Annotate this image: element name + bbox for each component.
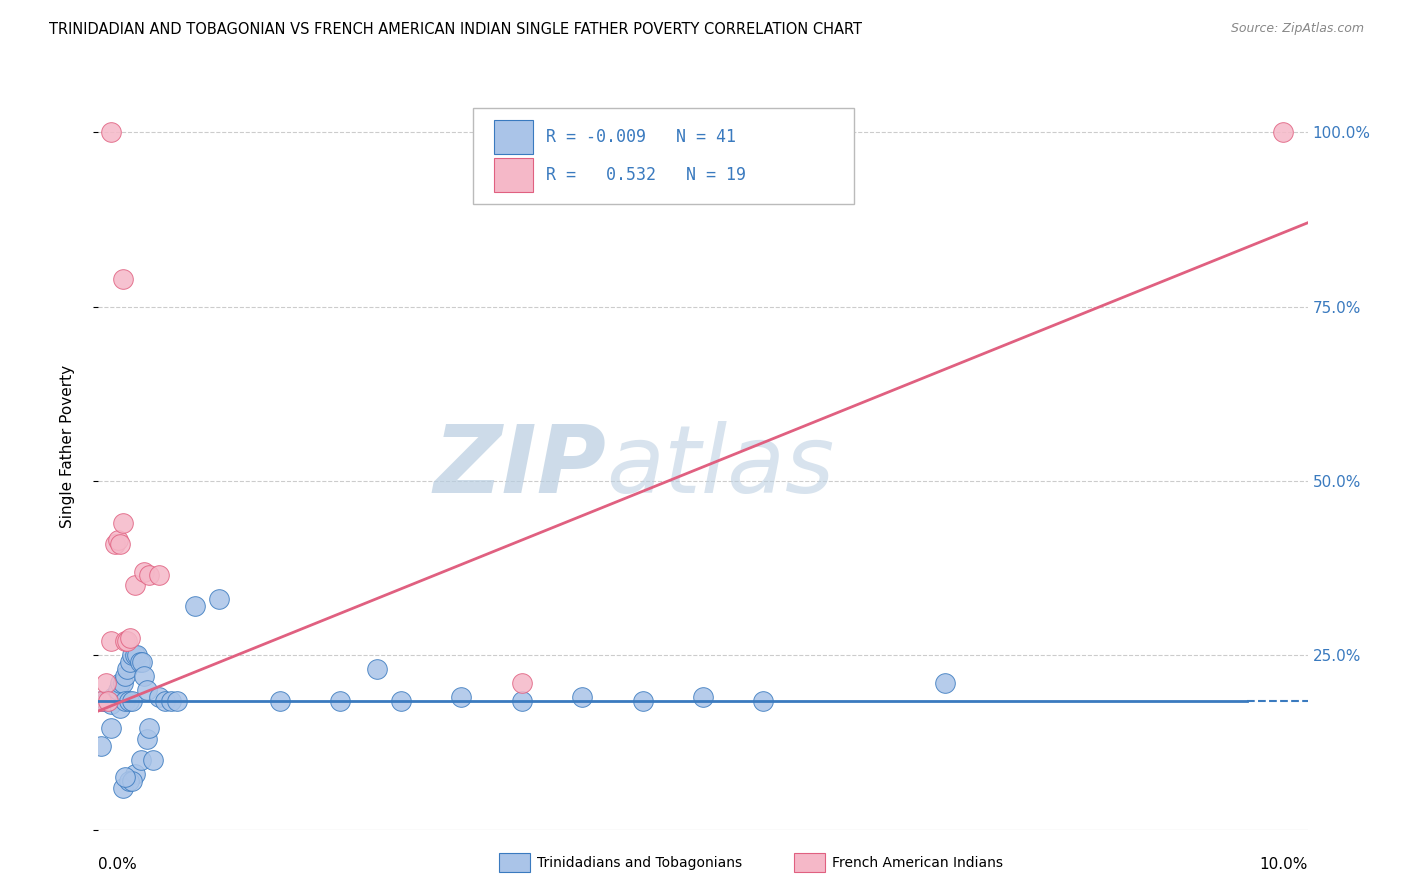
Point: [148, 690, 170, 704]
Bar: [494, 158, 533, 193]
Point: [142, 753, 165, 767]
Point: [135, 731, 157, 746]
Point: [329, 693, 352, 707]
Text: 10.0%: 10.0%: [1260, 857, 1308, 872]
Point: [124, 766, 146, 780]
Point: [111, 271, 134, 285]
Point: [692, 690, 714, 704]
Point: [90, 739, 112, 753]
Point: [90, 693, 112, 707]
Text: TRINIDADIAN AND TOBAGONIAN VS FRENCH AMERICAN INDIAN SINGLE FATHER POVERTY CORRE: TRINIDADIAN AND TOBAGONIAN VS FRENCH AME…: [49, 22, 862, 37]
Point: [97, 693, 120, 707]
Point: [131, 655, 153, 669]
Point: [208, 592, 231, 607]
Point: [269, 693, 291, 707]
Point: [934, 676, 956, 690]
Point: [100, 722, 122, 736]
Point: [148, 568, 170, 582]
Point: [134, 669, 156, 683]
Point: [124, 578, 146, 592]
Point: [121, 773, 143, 788]
Point: [184, 599, 207, 614]
Point: [114, 693, 136, 707]
Point: [124, 648, 146, 663]
Point: [138, 568, 160, 582]
Point: [571, 690, 593, 704]
Point: [128, 655, 150, 669]
Point: [111, 676, 134, 690]
Point: [138, 722, 160, 736]
Text: R =   0.532   N = 19: R = 0.532 N = 19: [546, 166, 745, 185]
Point: [91, 693, 114, 707]
Point: [97, 693, 120, 707]
Point: [117, 634, 139, 648]
Point: [107, 533, 129, 548]
Point: [752, 693, 775, 707]
Point: [166, 693, 188, 707]
Point: [121, 648, 143, 663]
Point: [108, 700, 131, 714]
Point: [107, 683, 129, 698]
Text: French American Indians: French American Indians: [832, 855, 1004, 870]
Text: Source: ZipAtlas.com: Source: ZipAtlas.com: [1230, 22, 1364, 36]
Point: [1272, 125, 1295, 139]
Bar: [494, 120, 533, 154]
Text: R = -0.009   N = 41: R = -0.009 N = 41: [546, 128, 735, 146]
Point: [118, 631, 141, 645]
Point: [90, 693, 112, 707]
Point: [108, 536, 131, 550]
Point: [94, 676, 117, 690]
Point: [389, 693, 412, 707]
Text: ZIP: ZIP: [433, 421, 606, 513]
Point: [100, 697, 122, 711]
Point: [134, 565, 156, 579]
Point: [100, 125, 122, 139]
Point: [127, 648, 149, 663]
Point: [104, 536, 127, 550]
Point: [450, 690, 472, 704]
Point: [104, 690, 127, 704]
Point: [114, 770, 136, 784]
Point: [160, 693, 183, 707]
Y-axis label: Single Father Poverty: Single Father Poverty: [60, 365, 75, 527]
Text: 0.0%: 0.0%: [98, 857, 138, 872]
Point: [631, 693, 654, 707]
Point: [108, 676, 131, 690]
FancyBboxPatch shape: [474, 109, 855, 204]
Point: [101, 690, 124, 704]
Point: [100, 634, 122, 648]
Point: [111, 780, 134, 795]
Text: Trinidadians and Tobagonians: Trinidadians and Tobagonians: [537, 855, 742, 870]
Point: [114, 634, 136, 648]
Point: [114, 669, 136, 683]
Point: [118, 693, 141, 707]
Point: [153, 693, 176, 707]
Point: [121, 693, 143, 707]
Point: [510, 693, 533, 707]
Point: [118, 773, 141, 788]
Point: [510, 676, 533, 690]
Point: [117, 662, 139, 676]
Point: [111, 516, 134, 530]
Point: [129, 753, 152, 767]
Point: [135, 683, 157, 698]
Point: [118, 655, 141, 669]
Text: atlas: atlas: [606, 421, 835, 512]
Point: [94, 693, 117, 707]
Point: [366, 662, 388, 676]
